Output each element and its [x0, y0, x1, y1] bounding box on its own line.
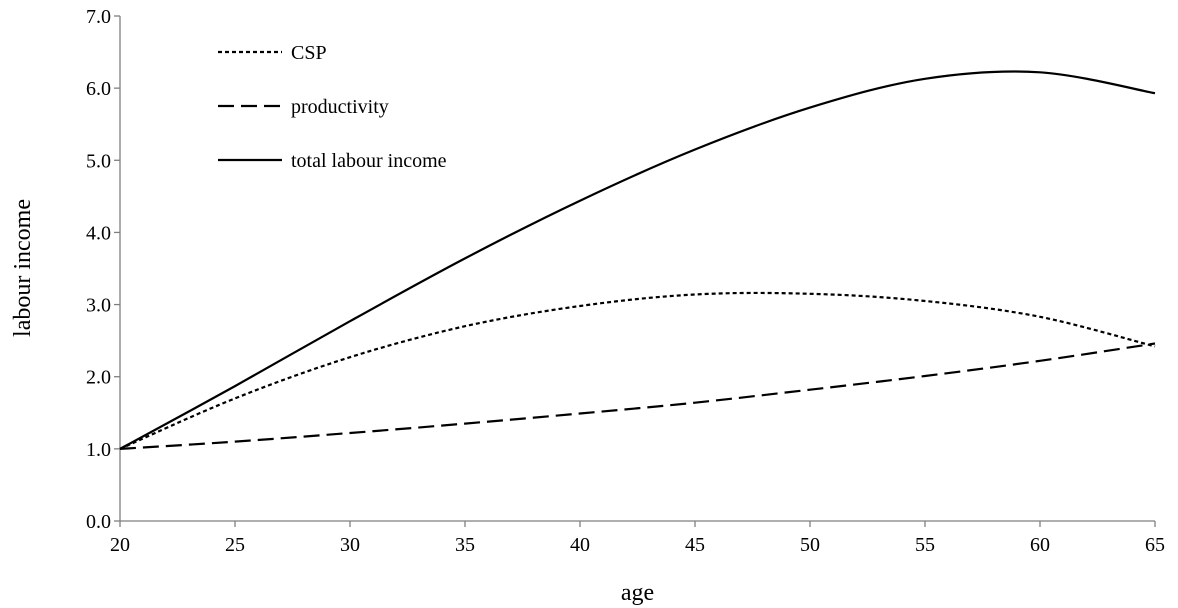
y-tick-label: 3.0: [86, 295, 111, 317]
legend-label: total labour income: [291, 150, 447, 172]
x-ticks: 20 25 30 35 40 45 50 55 60 65: [110, 521, 1165, 556]
y-ticks: 0.0 1.0 2.0 3.0 4.0 5.0 6.0 7.0: [86, 6, 120, 533]
y-tick-label: 0.0: [86, 511, 111, 533]
x-axis-title: age: [621, 580, 654, 606]
y-tick-label: 4.0: [86, 222, 111, 244]
y-tick-label: 1.0: [86, 439, 111, 461]
y-axis-title: labour income: [10, 199, 36, 337]
x-tick-label: 25: [225, 534, 245, 556]
x-tick-label: 55: [915, 534, 935, 556]
legend-label: CSP: [291, 42, 327, 64]
series-line-productivity: [119, 342, 1156, 450]
y-tick-label: 6.0: [86, 78, 111, 100]
axes: [119, 16, 1155, 522]
x-tick-label: 40: [570, 534, 590, 556]
x-tick-label: 20: [110, 534, 130, 556]
x-tick-label: 60: [1030, 534, 1050, 556]
y-tick-label: 2.0: [86, 367, 111, 389]
x-tick-label: 50: [800, 534, 820, 556]
legend: CSP productivity total labour income: [218, 42, 447, 172]
series-line-total-labour-income: [119, 70, 1156, 450]
series-line-csp: [119, 291, 1156, 450]
series-lines: [119, 70, 1156, 450]
y-tick-label: 5.0: [86, 150, 111, 172]
x-tick-label: 65: [1145, 534, 1165, 556]
y-tick-label: 7.0: [86, 6, 111, 28]
x-tick-label: 35: [455, 534, 475, 556]
x-tick-label: 45: [685, 534, 705, 556]
legend-label: productivity: [291, 96, 389, 118]
x-tick-label: 30: [340, 534, 360, 556]
